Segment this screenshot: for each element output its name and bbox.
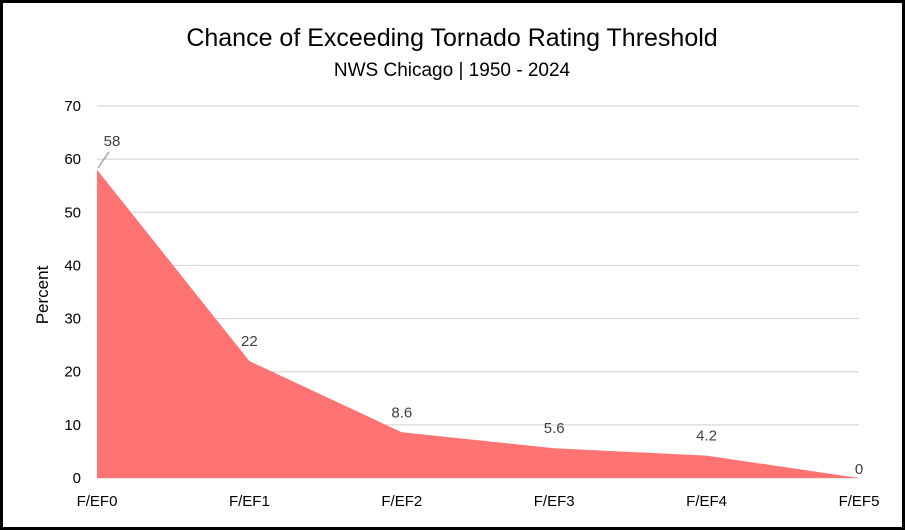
x-tick-label: F/EF2 [381,493,422,510]
data-label: 22 [241,333,258,350]
area-fill [97,169,859,478]
y-axis-ticks: 0 10 20 30 40 50 60 70 [64,98,81,487]
y-tick-label: 10 [64,417,81,434]
y-tick-label: 20 [64,364,81,381]
x-tick-label: F/EF5 [839,493,880,510]
chart-subtitle: NWS Chicago | 1950 - 2024 [334,60,571,81]
x-axis-ticks: F/EF0 F/EF1 F/EF2 F/EF3 F/EF4 F/EF5 [77,493,880,510]
data-label: 0 [855,461,863,478]
x-tick-label: F/EF4 [686,493,727,510]
x-tick-label: F/EF3 [534,493,575,510]
x-tick-label: F/EF1 [229,493,270,510]
y-tick-label: 30 [64,311,81,328]
y-tick-label: 60 [64,151,81,168]
y-axis-label: Percent [33,265,52,324]
chart-title: Chance of Exceeding Tornado Rating Thres… [186,24,717,52]
x-tick-label: F/EF0 [77,493,118,510]
chart: Chance of Exceeding Tornado Rating Thres… [33,24,880,510]
data-labels: 58 22 8.6 5.6 4.2 0 [97,133,863,478]
data-label: 4.2 [696,428,717,445]
y-tick-label: 40 [64,257,81,274]
data-label: 5.6 [544,420,565,437]
data-label: 8.6 [391,404,412,421]
data-label-leader [97,151,110,169]
y-tick-label: 50 [64,204,81,221]
area-series [97,169,859,478]
y-tick-label: 0 [73,470,81,487]
y-tick-label: 70 [64,98,81,115]
data-label: 58 [104,133,121,150]
